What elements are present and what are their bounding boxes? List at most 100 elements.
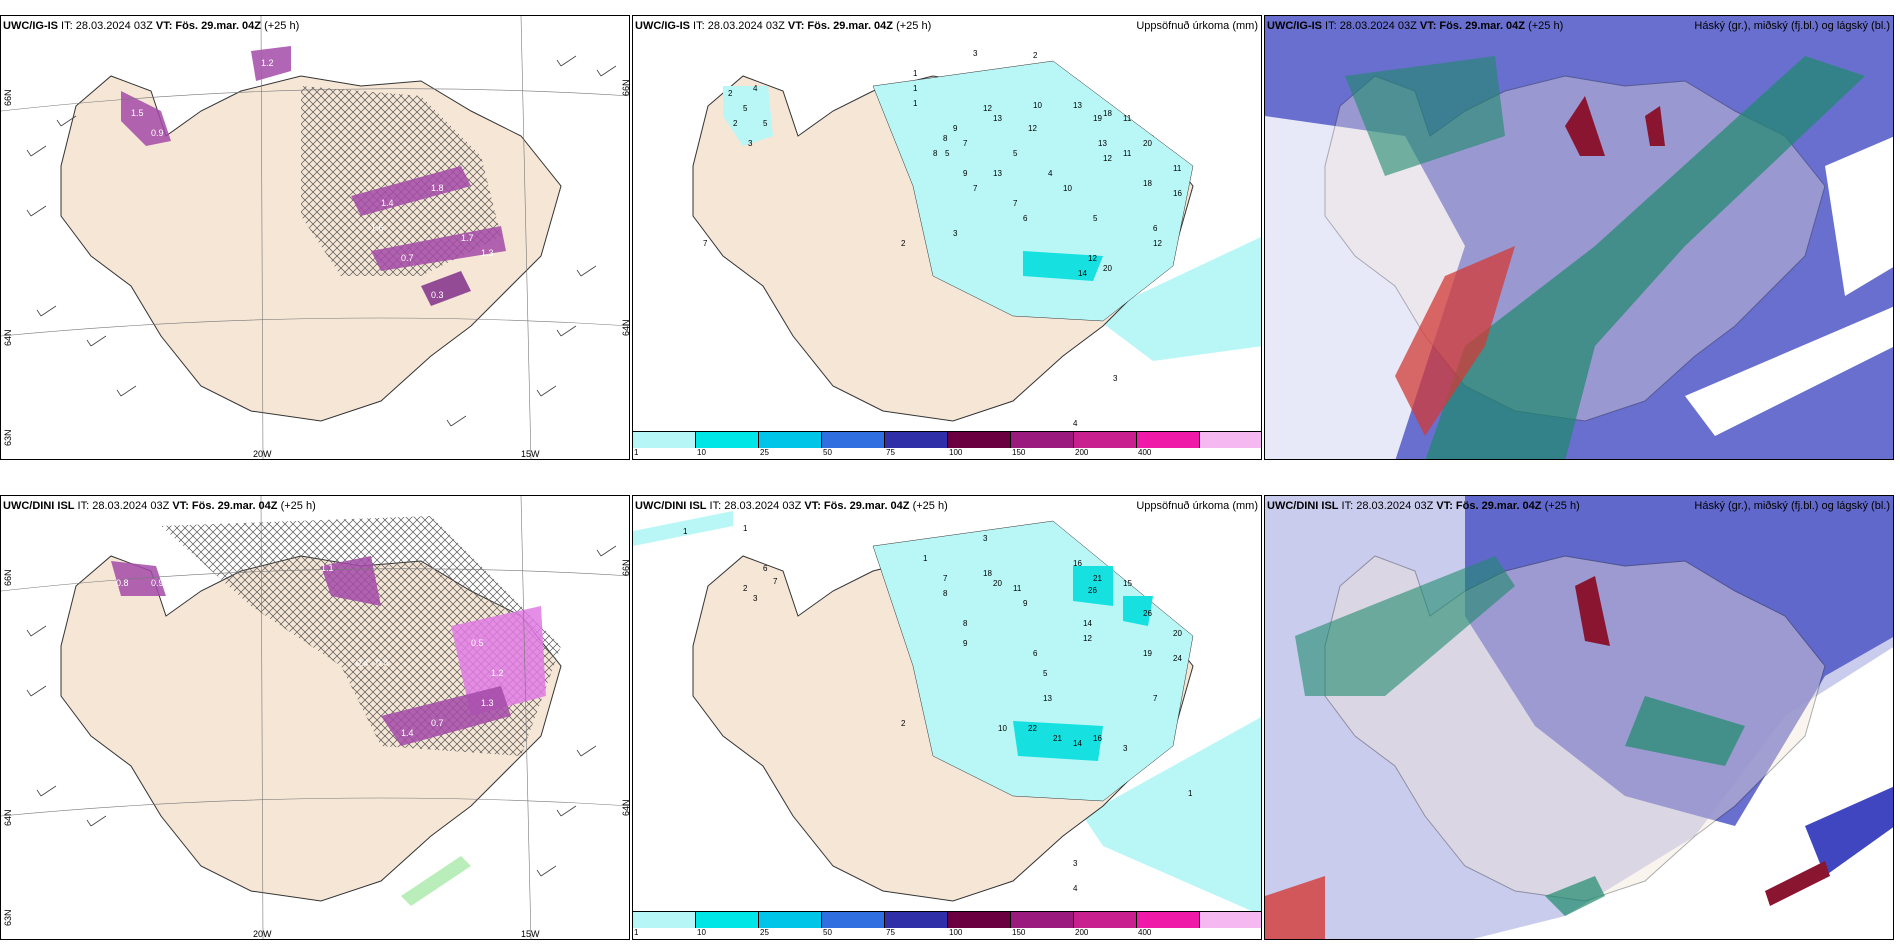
svg-text:1: 1 xyxy=(1188,789,1193,798)
svg-text:2: 2 xyxy=(733,119,738,128)
colorbar-label: 200 xyxy=(1075,928,1089,937)
svg-text:5: 5 xyxy=(945,149,950,158)
lat-label: 66N xyxy=(3,89,13,106)
svg-text:11: 11 xyxy=(1123,149,1132,158)
svg-text:5: 5 xyxy=(763,119,768,128)
lead-time: (+25 h) xyxy=(1541,500,1580,512)
colorbar-label: 75 xyxy=(886,928,895,937)
valid-time: VT: Fös. 29.mar. 04Z xyxy=(172,500,278,512)
svg-text:21: 21 xyxy=(1053,734,1062,743)
colorbar-label: 50 xyxy=(823,448,832,457)
colorbar-cell xyxy=(759,432,822,448)
svg-text:3: 3 xyxy=(748,139,753,148)
svg-text:5: 5 xyxy=(1093,214,1098,223)
value-label: 1.1 xyxy=(321,563,334,573)
svg-text:4: 4 xyxy=(1073,419,1078,428)
colorbar-cell xyxy=(1200,912,1261,928)
svg-text:1: 1 xyxy=(913,99,918,108)
lon-label: 15W xyxy=(521,929,540,939)
colorbar-label: 50 xyxy=(823,928,832,937)
svg-text:13: 13 xyxy=(993,169,1002,178)
iceland-map-icing: 0.4 0.4 1.1 0.8 0.5 1.2 1.4 0.9 1.3 0.7 xyxy=(1,496,629,939)
colorbar-label: 10 xyxy=(697,928,706,937)
value-label: 0.4 xyxy=(376,658,389,668)
svg-text:4: 4 xyxy=(1073,884,1078,893)
lat-label: 63N xyxy=(3,909,13,926)
lead-time: (+25 h) xyxy=(261,20,300,32)
colorbar-cell xyxy=(885,912,948,928)
svg-text:7: 7 xyxy=(1153,694,1158,703)
colorbar-label: 75 xyxy=(886,448,895,457)
svg-text:8: 8 xyxy=(933,149,938,158)
colorbar-label: 100 xyxy=(949,928,963,937)
value-label: 1.4 xyxy=(381,198,394,208)
lead-time: (+25 h) xyxy=(909,500,948,512)
svg-text:18: 18 xyxy=(983,569,992,578)
svg-text:14: 14 xyxy=(1078,269,1087,278)
colorbar-label xyxy=(1200,448,1261,458)
value-label: 1.2 xyxy=(261,58,274,68)
value-label: 1.8 xyxy=(431,183,444,193)
colorbar-cell xyxy=(885,432,948,448)
lead-time: (+25 h) xyxy=(1525,20,1564,32)
svg-text:26: 26 xyxy=(1143,609,1152,618)
iceland-map-clouds xyxy=(1265,496,1893,939)
svg-text:7: 7 xyxy=(943,574,948,583)
colorbar-label xyxy=(1200,928,1261,938)
colorbar-cell xyxy=(948,912,1011,928)
value-label: 1.3 xyxy=(481,248,494,258)
colorbar-label: 150 xyxy=(1012,448,1026,457)
svg-text:2: 2 xyxy=(901,239,906,248)
model-name: UWC/IG-IS xyxy=(3,20,58,32)
colorbar-cell xyxy=(822,912,885,928)
svg-text:2: 2 xyxy=(1033,51,1038,60)
svg-text:1: 1 xyxy=(913,69,918,78)
svg-text:3: 3 xyxy=(983,534,988,543)
svg-text:6: 6 xyxy=(1023,214,1028,223)
valid-time: VT: Fös. 29.mar. 04Z xyxy=(787,20,894,32)
value-label: 1.7 xyxy=(461,233,474,243)
svg-text:13: 13 xyxy=(993,114,1002,123)
svg-text:4: 4 xyxy=(1048,169,1053,178)
svg-text:7: 7 xyxy=(773,577,778,586)
init-time: IT: 28.03.2024 03Z xyxy=(706,500,805,512)
colorbar-label: 400 xyxy=(1138,928,1152,937)
lat-label: 64N xyxy=(621,319,630,336)
svg-text:18: 18 xyxy=(1103,109,1112,118)
svg-text:2: 2 xyxy=(743,584,748,593)
value-label: 0.7 xyxy=(401,253,414,263)
colorbar-label: 1 xyxy=(634,928,639,937)
init-time: IT: 28.03.2024 03Z xyxy=(74,500,173,512)
colorbar-cell xyxy=(1137,912,1200,928)
svg-text:3: 3 xyxy=(973,49,978,58)
svg-text:20: 20 xyxy=(1173,629,1182,638)
lead-time: (+25 h) xyxy=(893,20,932,32)
panel-header: UWC/DINI ISL IT: 28.03.2024 03Z VT: Fös.… xyxy=(3,500,316,512)
svg-text:12: 12 xyxy=(1028,124,1037,133)
svg-text:12: 12 xyxy=(1083,634,1092,643)
value-label: 1.2 xyxy=(491,668,504,678)
svg-text:20: 20 xyxy=(993,579,1002,588)
lon-label: 20W xyxy=(253,449,272,459)
init-time: IT: 28.03.2024 03Z xyxy=(1338,500,1437,512)
svg-text:2: 2 xyxy=(728,89,733,98)
svg-text:16: 16 xyxy=(1093,734,1102,743)
lon-label: 20W xyxy=(253,929,272,939)
value-label: 1.6 xyxy=(371,223,384,233)
colorbar-cell xyxy=(633,912,696,928)
panel-variable-title: Uppsöfnuð úrkoma (mm) xyxy=(1136,500,1258,512)
iceland-map-icing: 1.5 1.4 1.8 0.7 1.7 1.3 0.3 1.2 0.9 1.6 xyxy=(1,16,629,459)
model-name: UWC/DINI ISL xyxy=(1267,500,1339,512)
colorbar-cell xyxy=(948,432,1011,448)
svg-text:3: 3 xyxy=(1113,374,1118,383)
panel-header: UWC/IG-IS IT: 28.03.2024 03Z VT: Fös. 29… xyxy=(635,20,931,32)
map-panel-ig-is-clouds: UWC/IG-IS IT: 28.03.2024 03Z VT: Fös. 29… xyxy=(1264,15,1894,460)
svg-text:2: 2 xyxy=(901,719,906,728)
lon-label: 15W xyxy=(521,449,540,459)
svg-text:11: 11 xyxy=(1013,584,1022,593)
colorbar-cell xyxy=(1011,432,1074,448)
colorbar-cell xyxy=(696,432,759,448)
panel-variable-title: Uppsöfnuð úrkoma (mm) xyxy=(1136,20,1258,32)
